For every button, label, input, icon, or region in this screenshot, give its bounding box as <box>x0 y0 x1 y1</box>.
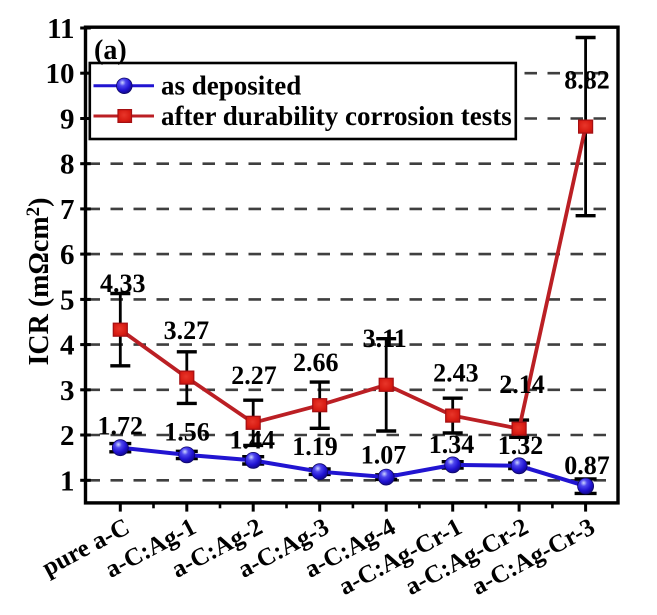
svg-text:1.32: 1.32 <box>498 431 544 460</box>
svg-text:1.07: 1.07 <box>361 440 407 469</box>
svg-text:9: 9 <box>60 104 75 136</box>
svg-text:7: 7 <box>60 194 75 226</box>
svg-text:ICR (mΩcm2): ICR (mΩcm2) <box>23 198 55 366</box>
svg-text:2.14: 2.14 <box>499 370 545 399</box>
svg-text:2: 2 <box>60 420 75 452</box>
svg-text:4.33: 4.33 <box>100 269 146 298</box>
svg-text:3.27: 3.27 <box>164 316 210 345</box>
svg-text:as deposited: as deposited <box>161 71 301 101</box>
svg-text:after durability corrosion tes: after durability corrosion tests <box>161 101 512 131</box>
svg-text:6: 6 <box>60 239 75 271</box>
svg-text:10: 10 <box>46 58 75 90</box>
svg-text:8: 8 <box>60 149 75 181</box>
svg-text:1.72: 1.72 <box>98 412 144 441</box>
svg-text:2.27: 2.27 <box>231 361 277 390</box>
svg-text:3.11: 3.11 <box>363 324 407 353</box>
svg-text:1: 1 <box>60 465 75 497</box>
svg-text:3: 3 <box>60 375 75 407</box>
svg-text:(a): (a) <box>94 35 127 66</box>
svg-text:2.43: 2.43 <box>433 358 479 387</box>
svg-text:1.34: 1.34 <box>429 430 475 459</box>
svg-text:11: 11 <box>47 13 74 45</box>
svg-text:1.44: 1.44 <box>229 425 275 454</box>
svg-text:5: 5 <box>60 284 75 316</box>
svg-text:8.82: 8.82 <box>564 66 610 95</box>
svg-text:1.19: 1.19 <box>292 432 338 461</box>
svg-text:0.87: 0.87 <box>564 451 610 480</box>
svg-text:2.66: 2.66 <box>293 348 339 377</box>
svg-text:1.56: 1.56 <box>164 418 210 447</box>
svg-text:4: 4 <box>60 330 75 362</box>
